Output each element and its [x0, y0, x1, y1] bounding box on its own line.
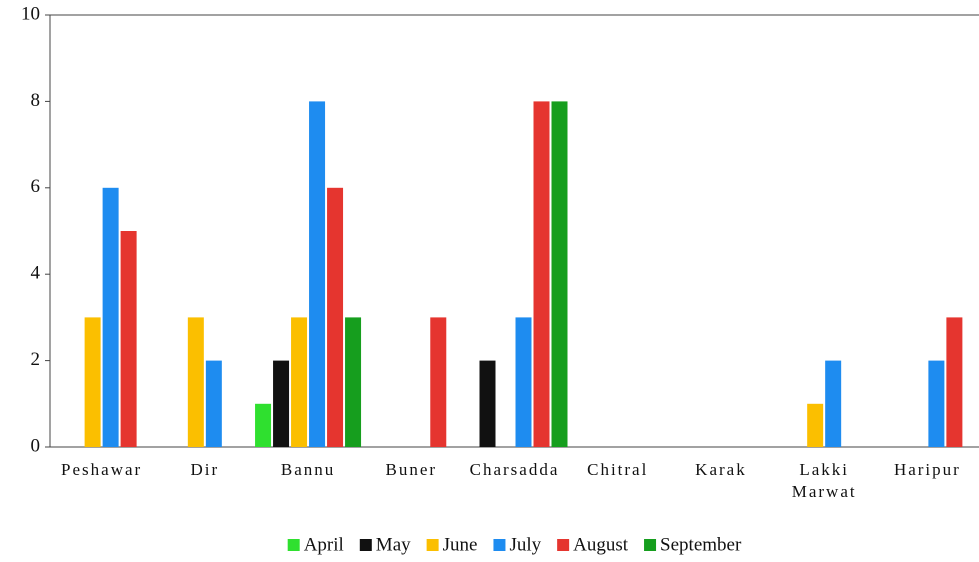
y-tick-label: 0 [31, 435, 41, 456]
legend-label: July [509, 534, 541, 555]
bar [807, 403, 824, 447]
bar [533, 101, 550, 448]
bar [84, 317, 101, 447]
legend-label: September [660, 534, 742, 555]
bar [291, 317, 308, 447]
legend-swatch [493, 539, 506, 551]
x-tick-label: Dir [190, 460, 219, 479]
bar [273, 360, 290, 447]
bar [515, 317, 532, 447]
legend-swatch [557, 539, 570, 551]
x-tick-label: Peshawar [61, 460, 142, 479]
bar [120, 231, 137, 447]
legend-label: May [376, 534, 411, 555]
y-tick-label: 8 [31, 90, 41, 111]
bar [928, 360, 945, 447]
bar [479, 360, 496, 447]
bar [205, 360, 222, 447]
legend-label: April [304, 534, 344, 555]
bar [255, 403, 272, 447]
legend-label: August [573, 534, 629, 555]
x-tick-label: Chitral [587, 460, 648, 479]
x-tick-label: Charsadda [470, 460, 560, 479]
x-tick-label: Bannu [281, 460, 335, 479]
bar [946, 317, 963, 447]
x-tick-label: Lakki Marwat [792, 460, 857, 501]
bar [345, 317, 362, 447]
y-tick-label: 2 [31, 349, 41, 370]
x-tick-label: Karak [695, 460, 747, 479]
x-tick-label: Haripur [894, 460, 961, 479]
y-tick-label: 4 [31, 263, 41, 284]
bar [102, 187, 119, 448]
bar [327, 187, 344, 448]
bar [309, 101, 326, 448]
bar [187, 317, 204, 447]
legend-swatch [644, 539, 657, 551]
y-tick-label: 10 [21, 3, 40, 24]
legend-swatch [287, 539, 300, 551]
y-tick-label: 6 [31, 176, 41, 197]
legend-swatch [426, 539, 439, 551]
legend: April May June July August September [287, 534, 742, 555]
bar [551, 101, 568, 448]
bar [430, 317, 447, 447]
legend-swatch [359, 539, 372, 551]
bar [825, 360, 842, 447]
x-tick-label: Buner [386, 460, 438, 479]
legend-label: June [443, 534, 478, 555]
